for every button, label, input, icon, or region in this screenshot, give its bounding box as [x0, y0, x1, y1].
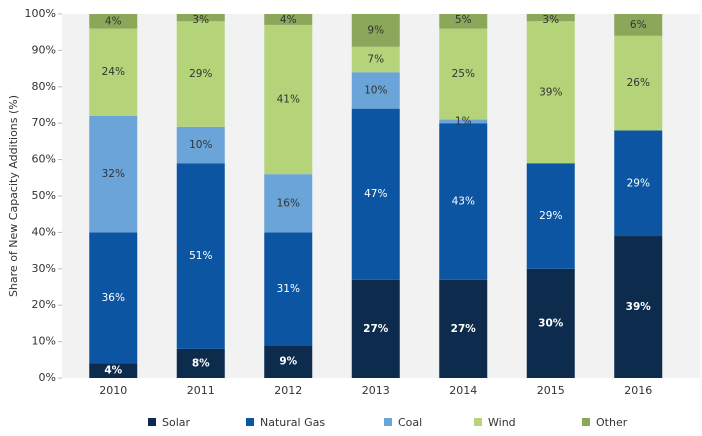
- bar-segment: [89, 14, 138, 29]
- bar-segment: [439, 28, 488, 120]
- bar-segment: [351, 108, 400, 280]
- legend-label: Solar: [162, 416, 191, 429]
- bar-segment: [264, 174, 313, 233]
- data-label: 4%: [105, 15, 122, 27]
- data-label: 9%: [279, 356, 297, 368]
- bar-segment: [176, 126, 225, 164]
- legend-swatch: [474, 418, 482, 426]
- bar-segment: [264, 24, 313, 175]
- data-label: 39%: [626, 301, 652, 313]
- legend-swatch: [582, 418, 590, 426]
- bar-segment: [439, 123, 488, 280]
- legend-label: Coal: [398, 416, 422, 429]
- bar-segment: [351, 14, 400, 47]
- bar-segment: [614, 14, 663, 36]
- data-label: 3%: [192, 14, 209, 26]
- bar-segment: [89, 232, 138, 364]
- x-tick-label: 2016: [624, 384, 652, 397]
- data-label: 51%: [189, 250, 212, 262]
- data-label: 6%: [630, 19, 647, 31]
- bar-segment: [264, 345, 313, 378]
- bar-segment: [614, 35, 663, 131]
- data-label: 16%: [277, 197, 300, 209]
- data-label: 36%: [102, 292, 125, 304]
- y-tick-label: 70%: [32, 116, 56, 129]
- x-tick-label: 2013: [362, 384, 390, 397]
- legend-swatch: [384, 418, 392, 426]
- data-label: 29%: [539, 210, 562, 222]
- bar-segment: [526, 163, 575, 269]
- bar-segment: [614, 236, 663, 378]
- y-tick-label: 30%: [32, 262, 56, 275]
- y-tick-label: 80%: [32, 80, 56, 93]
- data-label: 10%: [364, 84, 387, 96]
- data-label: 9%: [367, 24, 384, 36]
- bar-segment: [439, 119, 488, 124]
- bar-segment: [439, 14, 488, 29]
- data-label: 43%: [452, 195, 475, 207]
- data-label: 39%: [539, 86, 562, 98]
- data-label: 30%: [538, 317, 564, 329]
- bar-segment: [264, 14, 313, 25]
- legend-label: Natural Gas: [260, 416, 325, 429]
- bar-segment: [351, 72, 400, 109]
- data-label: 24%: [102, 66, 125, 78]
- y-tick-label: 100%: [25, 7, 56, 20]
- data-label: 25%: [452, 68, 475, 80]
- x-tick-label: 2012: [274, 384, 302, 397]
- y-tick-label: 0%: [39, 371, 56, 384]
- data-label: 4%: [280, 14, 297, 26]
- x-tick-label: 2010: [99, 384, 127, 397]
- x-tick-label: 2011: [187, 384, 215, 397]
- bars: [89, 14, 663, 378]
- bar-segment: [89, 363, 138, 378]
- data-label: 8%: [192, 357, 210, 369]
- bar-segment: [264, 232, 313, 346]
- bar-segment: [89, 28, 138, 116]
- bar-segment: [526, 268, 575, 378]
- x-tick-label: 2015: [537, 384, 565, 397]
- data-label: 32%: [102, 168, 125, 180]
- y-tick-label: 40%: [32, 225, 56, 238]
- legend-swatch: [246, 418, 254, 426]
- y-axis-label: Share of New Capacity Additions (%): [7, 95, 20, 297]
- legend-swatch: [148, 418, 156, 426]
- data-label: 29%: [627, 177, 650, 189]
- bar-segment: [351, 279, 400, 378]
- bar-segment: [89, 115, 138, 233]
- data-label: 29%: [189, 68, 212, 80]
- bar-segment: [176, 163, 225, 349]
- y-tick-label: 20%: [32, 298, 56, 311]
- x-tick-label: 2014: [449, 384, 477, 397]
- bar-segment: [439, 279, 488, 378]
- bar-segment: [351, 46, 400, 73]
- bar-segment: [176, 348, 225, 378]
- legend-label: Other: [596, 416, 628, 429]
- bar-segment: [526, 21, 575, 164]
- bar-segment: [614, 130, 663, 237]
- y-tick-label: 50%: [32, 189, 56, 202]
- data-label: 7%: [367, 54, 384, 66]
- data-label: 41%: [277, 94, 300, 106]
- data-label: 26%: [627, 77, 650, 89]
- data-label: 5%: [455, 14, 472, 26]
- bar-segment: [176, 21, 225, 127]
- y-tick-label: 60%: [32, 153, 56, 166]
- data-label: 1%: [455, 115, 472, 127]
- data-label: 10%: [189, 139, 212, 151]
- data-label: 4%: [104, 365, 122, 377]
- data-label: 47%: [364, 188, 387, 200]
- y-tick-label: 90%: [32, 43, 56, 56]
- bar-segment: [526, 14, 575, 22]
- data-label: 31%: [277, 283, 300, 295]
- data-label: 27%: [363, 323, 389, 335]
- data-label: 27%: [451, 323, 477, 335]
- data-label: 3%: [542, 14, 559, 26]
- legend-label: Wind: [488, 416, 516, 429]
- y-tick-label: 10%: [32, 335, 56, 348]
- bar-segment: [176, 14, 225, 22]
